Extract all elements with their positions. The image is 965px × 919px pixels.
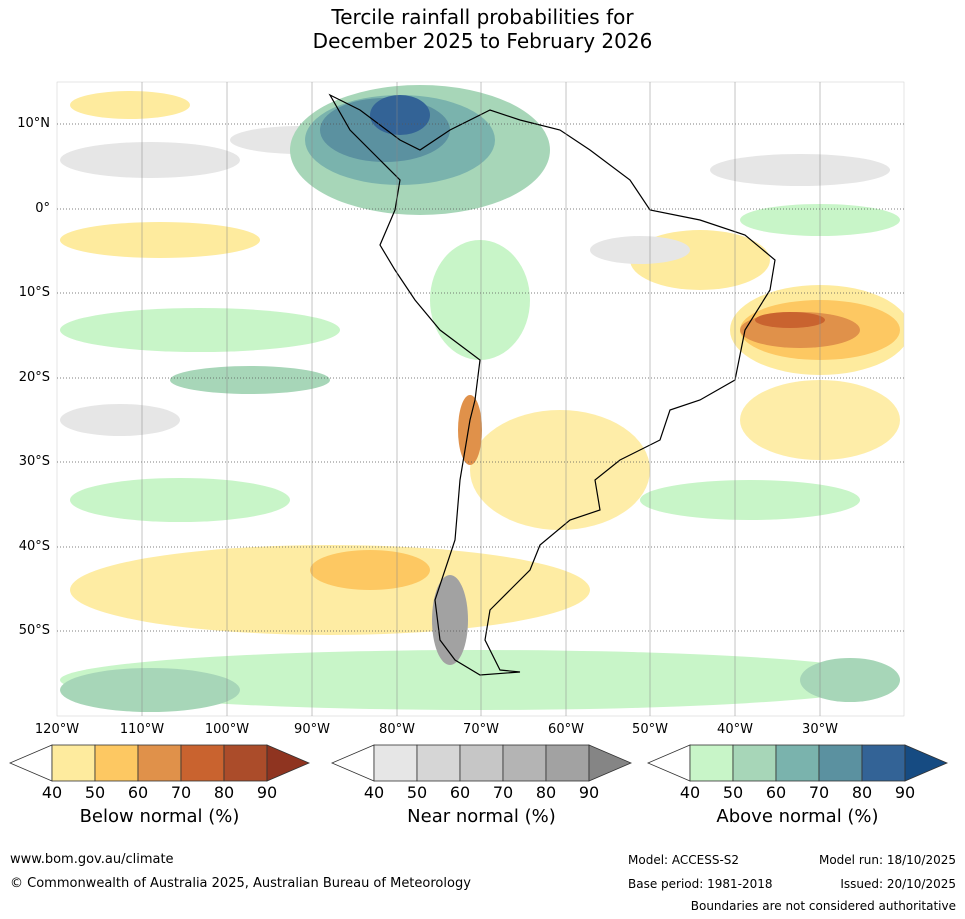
above-normal-region — [60, 308, 340, 352]
above-normal-region — [640, 480, 860, 520]
near-normal-region — [60, 142, 240, 178]
colorbar-tick-label: 90 — [894, 783, 916, 802]
colorbar-segment — [818, 744, 863, 782]
colorbar-tick-label: 60 — [449, 783, 471, 802]
colorbars — [8, 744, 949, 782]
chart-title-line2: December 2025 to February 2026 — [312, 29, 653, 53]
colorbar-tick-label: 40 — [363, 783, 385, 802]
below-normal-region — [60, 222, 260, 258]
colorbar-segment — [223, 744, 268, 782]
below-normal-region — [70, 91, 190, 119]
graticule — [57, 82, 904, 716]
colorbar-tick-label: 50 — [84, 783, 106, 802]
issued-text: Issued: 20/10/2025 — [840, 877, 956, 891]
colorbar-segment — [732, 744, 777, 782]
disclaimer-text: Boundaries are not considered authoritat… — [690, 899, 956, 913]
longitude-label: 30°W — [802, 722, 838, 737]
colorbar-tick-label: 40 — [41, 783, 63, 802]
colorbar-segment — [775, 744, 820, 782]
colorbar-tick-label: 70 — [492, 783, 514, 802]
coastline — [328, 93, 776, 676]
colorbar-segment — [137, 744, 182, 782]
colorbar-segment — [545, 744, 590, 782]
above-normal-region — [60, 650, 900, 710]
longitude-label: 90°W — [294, 722, 330, 737]
near-normal-region — [710, 154, 890, 186]
below-normal-region — [470, 410, 650, 530]
latitude-label: 40°S — [18, 539, 50, 554]
near-normal-region — [60, 404, 180, 436]
colorbar-segment — [373, 744, 418, 782]
colorbar-tick-label: 80 — [851, 783, 873, 802]
model-run-text: Model run: 18/10/2025 — [818, 853, 956, 867]
latitude-label: 20°S — [18, 370, 50, 385]
map-frame — [56, 81, 905, 717]
colorbar-segment — [416, 744, 461, 782]
colorbar-tick-label: 60 — [765, 783, 787, 802]
colorbar-tick-label: 70 — [808, 783, 830, 802]
latitude-label: 30°S — [18, 454, 50, 469]
longitude-label: 120°W — [34, 722, 80, 737]
colorbar-tick-label: 70 — [170, 783, 192, 802]
above-normal-region — [370, 95, 430, 135]
colorbar-segment — [502, 744, 547, 782]
colorbar-min-arrow — [8, 744, 53, 782]
above-normal-region — [170, 366, 330, 394]
colorbar-min-arrow — [330, 744, 375, 782]
near-normal-region — [432, 575, 468, 665]
colorbar-max-arrow — [266, 744, 311, 782]
colorbar-segment — [180, 744, 225, 782]
colorbar-title: Above normal (%) — [716, 806, 879, 827]
base-period-text: Base period: 1981-2018 — [628, 877, 773, 891]
colorbar-min-arrow — [646, 744, 691, 782]
above-normal-region — [60, 668, 240, 712]
colorbar-title: Near normal (%) — [407, 806, 556, 827]
longitude-label: 50°W — [632, 722, 668, 737]
model-text: Model: ACCESS-S2 — [628, 853, 740, 867]
latitude-label: 0° — [35, 201, 50, 216]
colorbar-max-arrow — [904, 744, 949, 782]
longitude-label: 70°W — [463, 722, 499, 737]
colorbar-segment — [689, 744, 734, 782]
chart-title-line1: Tercile rainfall probabilities for — [331, 5, 634, 29]
above-normal-region — [430, 240, 530, 360]
latitude-label: 10°S — [18, 285, 50, 300]
colorbar-max-arrow — [588, 744, 633, 782]
colorbar-tick-label: 80 — [535, 783, 557, 802]
longitude-label: 60°W — [548, 722, 584, 737]
latitude-label: 50°S — [18, 623, 50, 638]
colorbar-segment — [51, 744, 96, 782]
above-normal-region — [70, 478, 290, 522]
below-normal-region — [310, 550, 430, 590]
colorbar-tick-label: 80 — [213, 783, 235, 802]
above-normal-region — [800, 658, 900, 702]
longitude-label: 110°W — [119, 722, 165, 737]
longitude-label: 100°W — [204, 722, 250, 737]
colorbar-tick-label: 40 — [679, 783, 701, 802]
longitude-label: 80°W — [379, 722, 415, 737]
colorbar-tick-label: 50 — [406, 783, 428, 802]
colorbar-segment — [459, 744, 504, 782]
colorbar-tick-label: 90 — [578, 783, 600, 802]
below-normal-region — [458, 395, 482, 465]
near-normal-region — [590, 236, 690, 264]
colorbar-tick-label: 60 — [127, 783, 149, 802]
colorbar-tick-label: 90 — [256, 783, 278, 802]
colorbar-segment — [94, 744, 139, 782]
below-normal-region — [755, 312, 825, 328]
colorbar-tick-label: 50 — [722, 783, 744, 802]
longitude-label: 40°W — [717, 722, 753, 737]
colorbar-segment — [861, 744, 906, 782]
latitude-label: 10°N — [17, 116, 50, 131]
colorbar-title: Below normal (%) — [79, 806, 240, 827]
copyright-text: © Commonwealth of Australia 2025, Austra… — [10, 876, 471, 891]
website-text: www.bom.gov.au/climate — [10, 852, 174, 867]
